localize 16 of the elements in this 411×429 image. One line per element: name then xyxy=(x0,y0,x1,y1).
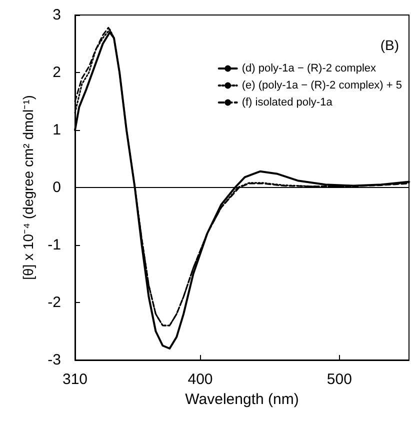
y-axis-title: [θ] x 10⁻⁴ (degree cm² dmol⁻¹) xyxy=(20,95,36,280)
x-tick-label: 310 xyxy=(62,371,88,388)
legend-label: (f) isolated poly-1a xyxy=(242,96,334,108)
annotation: (B) xyxy=(380,37,400,53)
x-axis-title: Wavelength (nm) xyxy=(185,391,299,408)
y-tick-label: -1 xyxy=(48,236,61,254)
y-tick-label: 3 xyxy=(52,6,61,24)
x-tick-label: 500 xyxy=(326,371,352,388)
x-tick-label: 400 xyxy=(188,371,213,388)
y-tick-label: -2 xyxy=(48,294,61,311)
y-tick-label: 0 xyxy=(52,179,61,196)
legend-label: (d) poly-1a − (R)-2 complex xyxy=(242,62,377,74)
y-tick-label: 1 xyxy=(52,122,61,138)
y-tick-label: 2 xyxy=(52,64,61,81)
y-tick-label: -3 xyxy=(48,352,61,368)
legend-label: (e) (poly-1a − (R)-2 complex) + 5 xyxy=(242,80,402,92)
